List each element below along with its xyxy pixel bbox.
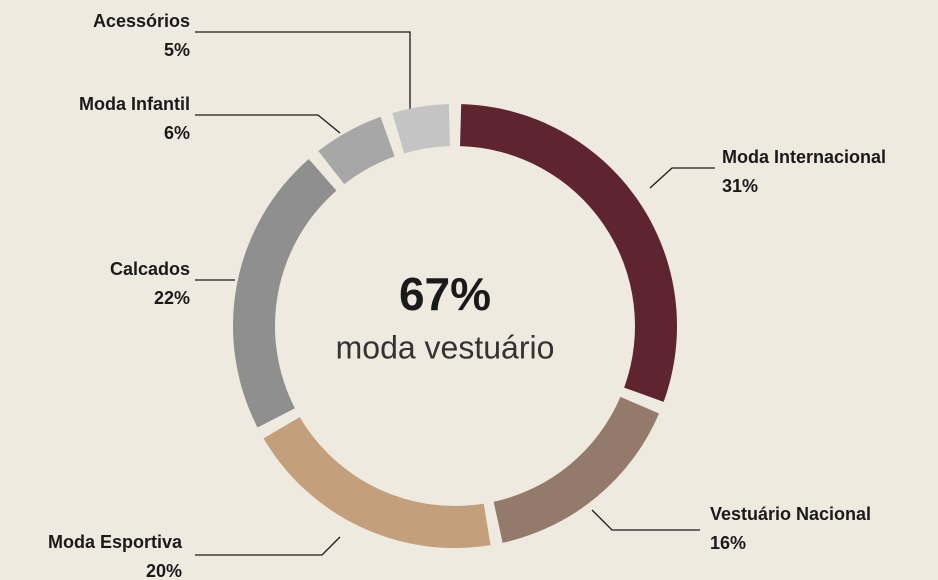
segment-value: 16% (710, 533, 746, 553)
segment-value: 20% (146, 561, 182, 580)
segment-value: 31% (722, 176, 758, 196)
segment-label: Vestuário Nacional (710, 504, 871, 524)
donut-segment (318, 116, 395, 185)
segment-value: 5% (164, 40, 190, 60)
leader-line (649, 167, 715, 189)
center-value: 67% (399, 268, 491, 320)
donut-segment (493, 396, 660, 543)
donut-segment (233, 158, 337, 428)
leader-line (195, 31, 411, 110)
donut-segment (460, 104, 677, 402)
segment-label: Acessórios (93, 11, 190, 31)
segment-value: 6% (164, 123, 190, 143)
leader-lines (195, 31, 715, 556)
donut-segment (263, 417, 491, 548)
segment-label: Calcados (110, 259, 190, 279)
segment-label: Moda Infantil (79, 94, 190, 114)
segment-label: Moda Internacional (722, 147, 886, 167)
segment-label: Moda Esportiva (48, 532, 183, 552)
center-label: moda vestuário (336, 329, 555, 365)
segment-value: 22% (154, 288, 190, 308)
donut-segment (392, 104, 450, 154)
leader-line (195, 536, 341, 556)
leader-line (195, 114, 341, 134)
leader-line (591, 509, 700, 531)
